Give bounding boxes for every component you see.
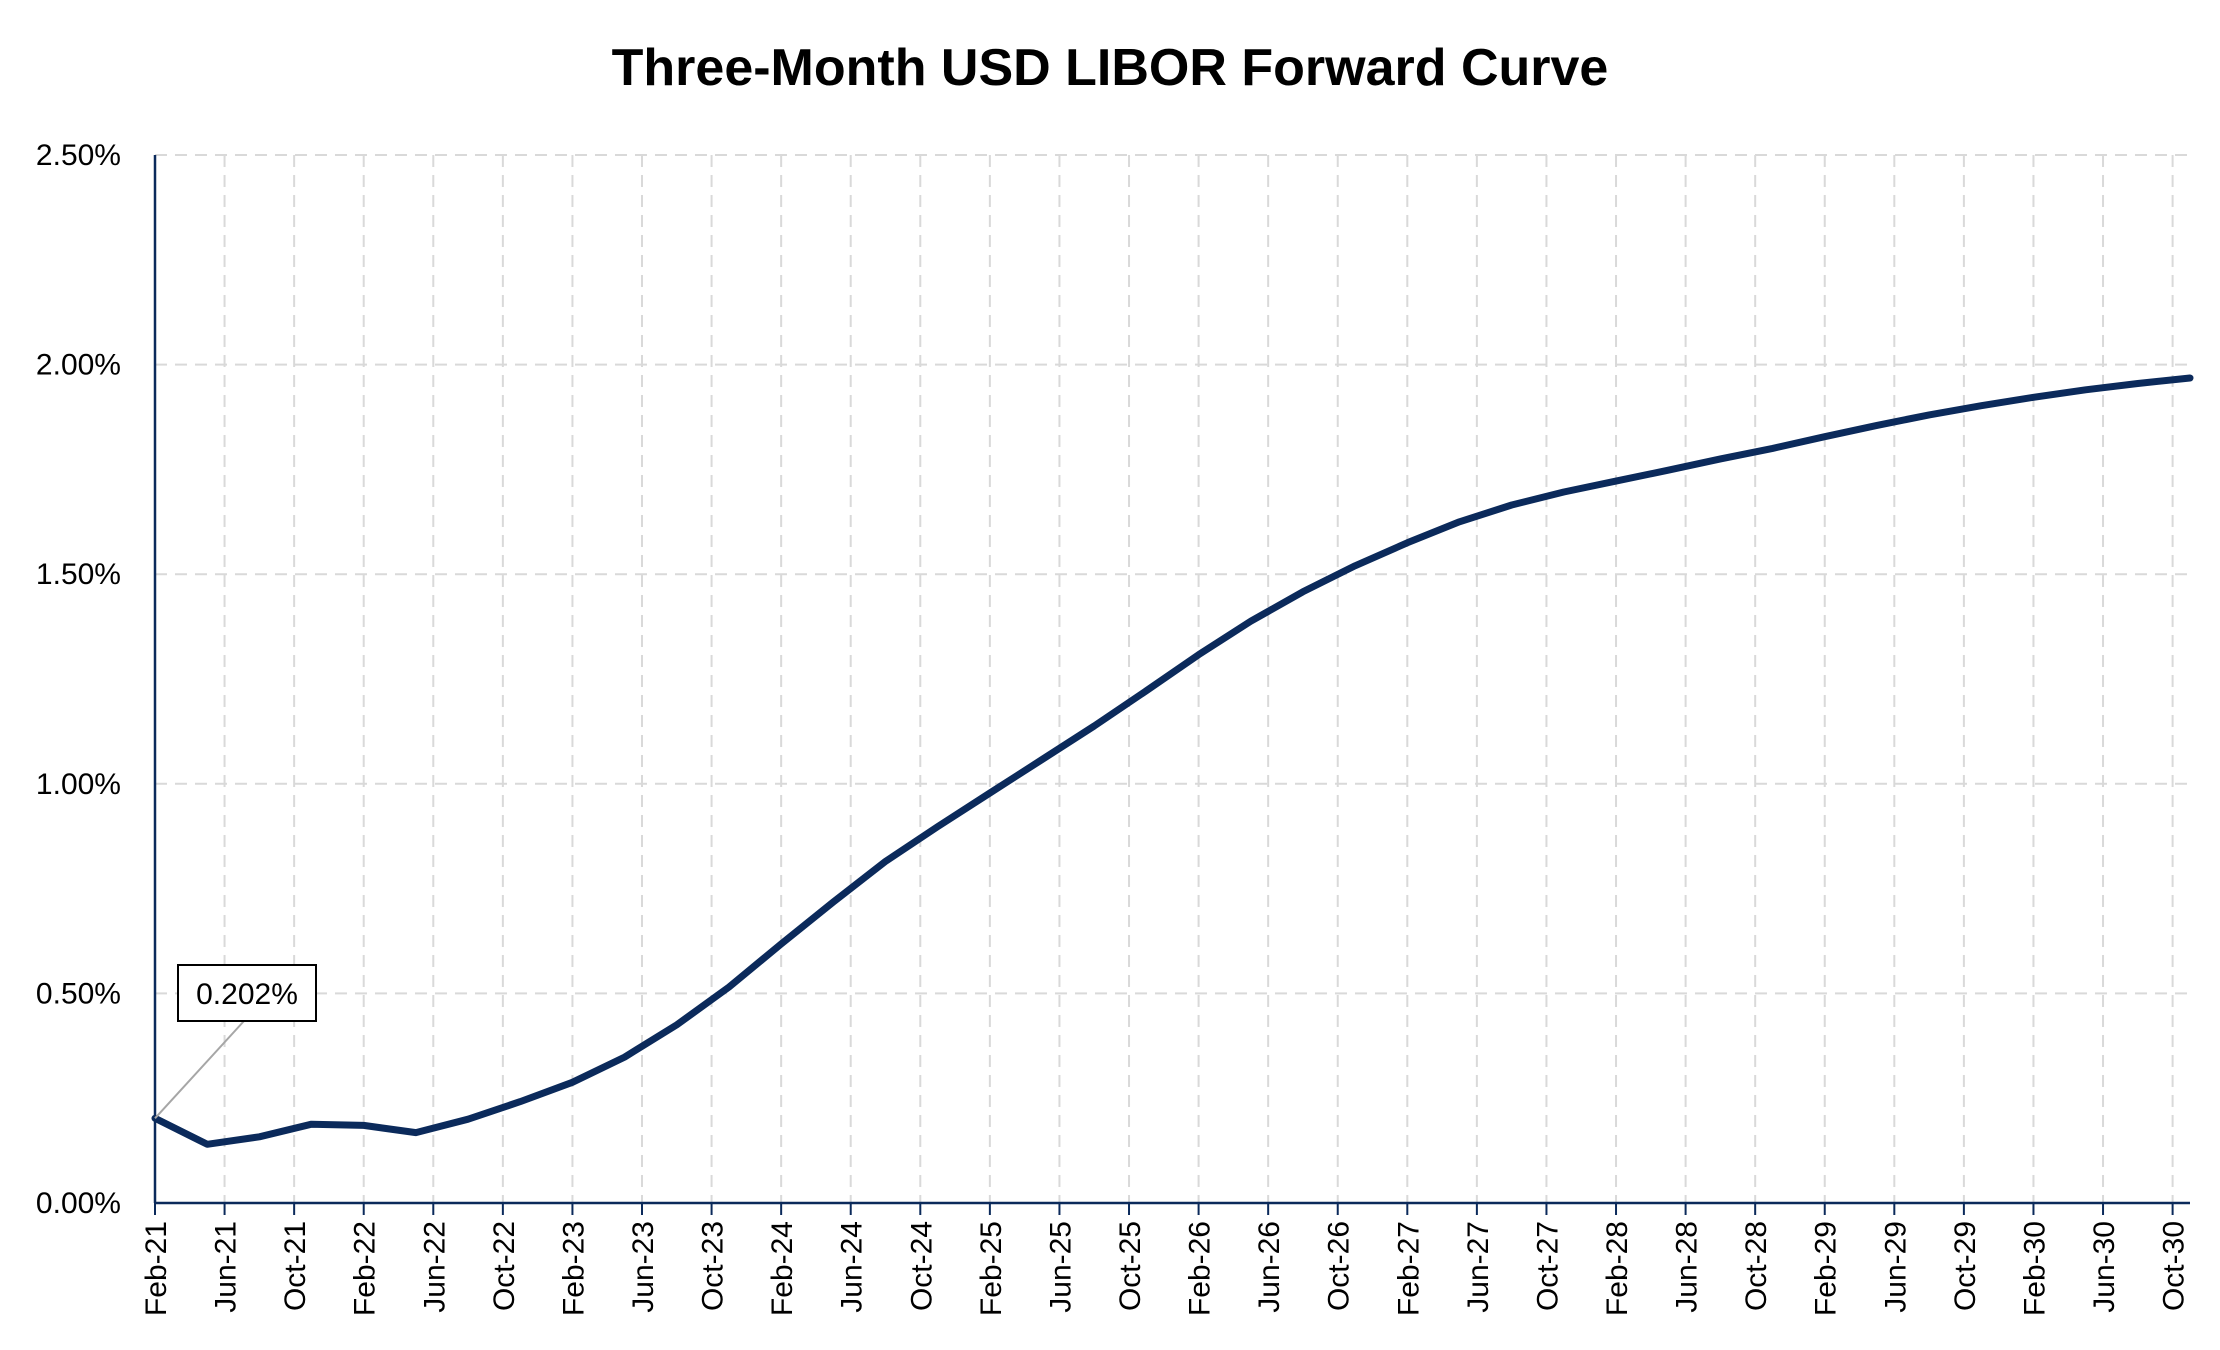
x-tick-label: Feb-30 [2018,1221,2051,1316]
x-tick-label: Oct-21 [279,1221,312,1311]
x-tick-label: Oct-29 [1949,1221,1982,1311]
x-tick-label: Jun-28 [1671,1221,1704,1313]
x-tick-label: Feb-21 [140,1221,173,1316]
x-tick-label: Jun-23 [627,1221,660,1313]
x-tick-label: Jun-21 [210,1221,243,1313]
x-tick-label: Oct-26 [1323,1221,1356,1311]
x-tick-label: Oct-22 [488,1221,521,1311]
x-tick-label: Oct-25 [1114,1221,1147,1311]
x-tick-label: Oct-23 [697,1221,730,1311]
x-tick-label: Jun-22 [418,1221,451,1313]
chart-title: Three-Month USD LIBOR Forward Curve [611,39,1609,97]
series-layer [151,374,2194,1148]
y-tick-label: 2.50% [36,139,121,172]
x-tick-label: Jun-30 [2088,1221,2121,1313]
x-tick-label: Feb-23 [557,1221,590,1316]
x-tick-label: Feb-26 [1184,1221,1217,1316]
y-tick-label: 2.00% [36,349,121,382]
axes [153,155,2190,1205]
x-tick-label: Jun-29 [1879,1221,1912,1313]
annotations: 0.202% [154,964,317,1119]
x-tick-label: Feb-29 [1810,1221,1843,1316]
x-tick-label: Jun-27 [1462,1221,1495,1313]
x-tick-label: Feb-28 [1601,1221,1634,1316]
x-axis-ticks: Feb-21 Jun-21 Oct-21 Feb-22 Jun-22 Oct-22 Feb-… [140,1203,2191,1316]
x-tick-label: Jun-26 [1253,1221,1286,1313]
x-tick-label: Jun-24 [836,1221,869,1313]
y-tick-label: 1.50% [36,558,121,591]
y-axis-ticks: 0.00% 0.50% 1.00% 1.50% 2.00% 2.50% [36,139,121,1220]
annotation-label: 0.202% [196,978,298,1011]
annotation-leader-line [154,1020,245,1119]
x-tick-label: Oct-28 [1740,1221,1773,1311]
x-tick-label: Oct-27 [1531,1221,1564,1311]
x-tick-label: Feb-24 [766,1221,799,1316]
y-tick-label: 1.00% [36,768,121,801]
series-line [151,374,2194,1148]
x-tick-label: Feb-27 [1392,1221,1425,1316]
x-tick-label: Oct-24 [905,1221,938,1311]
y-tick-label: 0.00% [36,1187,121,1220]
annotation-box [177,964,317,1022]
grid-lines [155,154,2190,1203]
x-tick-label: Jun-25 [1044,1221,1077,1313]
x-tick-label: Feb-22 [349,1221,382,1316]
x-tick-label: Oct-30 [2158,1221,2191,1311]
y-tick-label: 0.50% [36,977,121,1010]
x-tick-label: Feb-25 [975,1221,1008,1316]
